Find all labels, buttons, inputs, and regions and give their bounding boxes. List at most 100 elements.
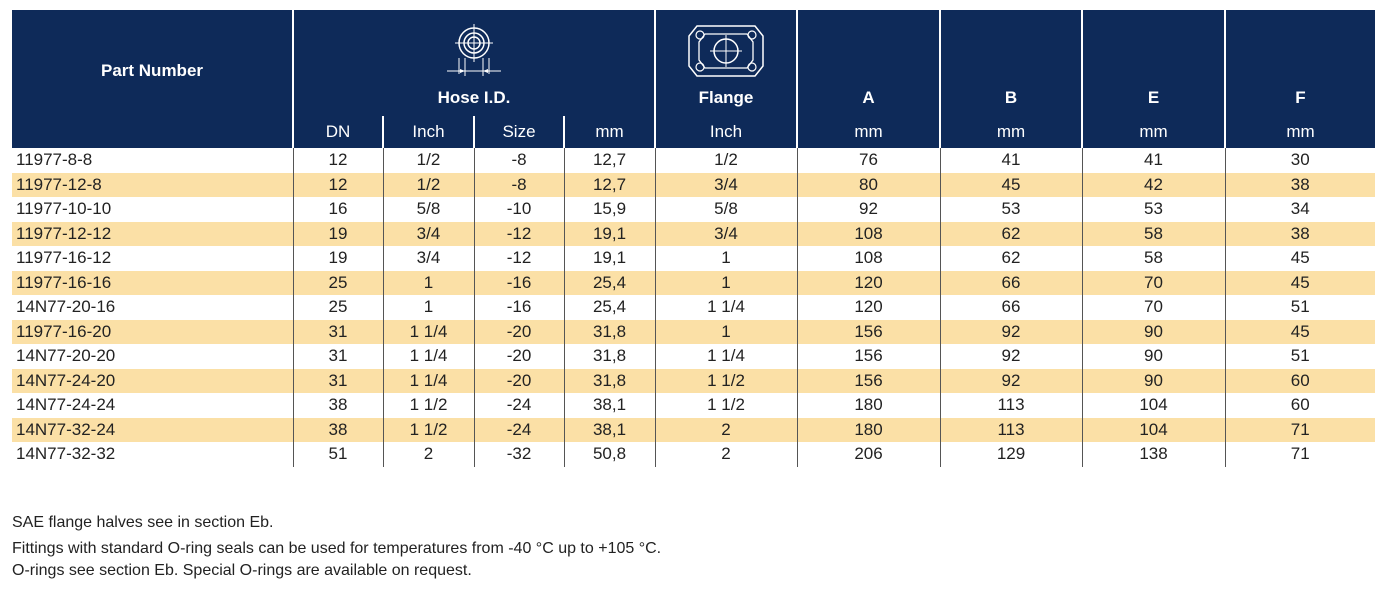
table-cell: 76 [796,148,940,173]
table-cell: 53 [939,197,1082,222]
table-header: Part Number Hose I.D. [12,10,1375,148]
table-cell: -12 [473,221,564,246]
table-cell: 1 1/4 [654,295,797,320]
table-cell: 45 [1224,319,1375,344]
table-cell: 25,4 [563,295,655,320]
table-cell: 34 [1224,197,1375,222]
unit-e-mm: mm [1081,116,1225,148]
table-cell: 1 [654,319,797,344]
table-cell: 25 [292,295,383,320]
table-cell: 3/4 [654,221,797,246]
table-cell: 92 [796,197,940,222]
table-cell: 90 [1081,344,1225,369]
table-cell: 3/4 [382,246,474,271]
table-cell: 2 [382,442,474,467]
table-cell: 38 [1224,172,1375,197]
table-cell: 129 [939,442,1082,467]
table-cell: 53 [1081,197,1225,222]
f-header-label: F [1295,88,1306,107]
table-row: 14N77-24-24 38 1 1/2 -24 38,1 1 1/2 180 113 104 6… [12,393,1375,418]
table-cell: -24 [473,417,564,442]
table-cell: 5/8 [382,197,474,222]
unit-size: Size [473,116,564,148]
note-flange-halves: SAE flange halves see in section Eb. [12,514,274,531]
a-header: A [796,10,940,116]
table-cell: -32 [473,442,564,467]
table-cell: 92 [939,344,1082,369]
table-cell: 12,7 [563,148,655,173]
table-cell: -8 [473,172,564,197]
table-cell: 66 [939,270,1082,295]
table-cell: 45 [1224,270,1375,295]
unit-flange-inch: Inch [654,116,797,148]
table-cell: 90 [1081,319,1225,344]
table-cell: 31 [292,344,383,369]
spec-table-container: Part Number Hose I.D. [12,10,1375,467]
part-number-cell: 14N77-24-24 [16,395,116,415]
table-cell: 2 [654,417,797,442]
table-cell: 19,1 [563,221,655,246]
table-cell: -16 [473,295,564,320]
hose-id-header: Hose I.D. [292,10,655,116]
table-cell: 2 [654,442,797,467]
b-header-label: B [1004,88,1018,107]
table-cell: 19,1 [563,246,655,271]
table-cell: 180 [796,393,940,418]
part-number-cell: 11977-16-16 [12,270,293,295]
table-cell: 16 [292,197,383,222]
table-cell: 180 [796,417,940,442]
table-cell: 70 [1081,295,1225,320]
table-cell: 92 [939,368,1082,393]
table-cell: 42 [1081,172,1225,197]
table-row: 14N77-20-16 25 1 -16 25,4 1 1/4 120 66 70 51 [12,295,1375,320]
e-header-label: E [1147,88,1160,107]
table-cell: 38,1 [563,417,655,442]
table-cell: 51 [292,442,383,467]
table-row: 11977-8-8 12 1/2 -8 12,7 1/2 76 41 41 30 [12,148,1375,173]
note-o-rings: O-rings see section Eb. Special O-rings … [12,562,472,579]
table-cell: 120 [796,270,940,295]
b-header: B [939,10,1082,116]
table-cell: 90 [1081,368,1225,393]
table-cell: 120 [796,295,940,320]
table-cell: 108 [796,221,940,246]
a-header-label: A [862,88,875,107]
table-cell: 1 1/4 [654,344,797,369]
table-cell: 1/2 [654,148,797,173]
flange-header-label: Flange [698,88,754,107]
table-cell: 25,4 [563,270,655,295]
part-number-header-label: Part Number [100,61,204,80]
table-cell: 38 [292,393,383,418]
part-number-cell: 14N77-32-24 [12,417,293,442]
table-cell: 38,1 [563,393,655,418]
table-cell: 31 [292,319,383,344]
table-row: 14N77-32-24 38 1 1/2 -24 38,1 2 180 113 104 71 [12,417,1375,442]
table-cell: -12 [473,246,564,271]
table-cell: 92 [939,319,1082,344]
flange-half-round-icon [447,24,501,76]
table-row: 14N77-20-20 31 1 1/4 -20 31,8 1 1/4 156 92 90 51 [12,344,1375,369]
part-number-cell: 11977-16-20 [12,319,293,344]
part-number-cell: 14N77-32-32 [16,444,116,464]
unit-a-mm: mm [796,116,940,148]
table-cell: 58 [1081,221,1225,246]
flange-header: Flange [654,10,797,116]
table-cell: 15,9 [563,197,655,222]
unit-dn: DN [292,116,383,148]
table-cell: -20 [473,319,564,344]
table-cell: 38 [1224,221,1375,246]
table-row: 14N77-32-32 51 2 -32 50,8 2 206 129 138 71 [12,442,1375,467]
table-cell: 1 [654,270,797,295]
part-number-cell: 11977-8-8 [16,150,93,170]
table-cell: 66 [939,295,1082,320]
table-cell: -16 [473,270,564,295]
table-cell: 138 [1081,442,1225,467]
table-row: 11977-10-10 16 5/8 -10 15,9 5/8 92 53 53 34 [12,197,1375,222]
part-number-header: Part Number [12,10,293,148]
table-cell: 156 [796,368,940,393]
table-cell: 156 [796,319,940,344]
table-cell: 25 [292,270,383,295]
table-cell: 12 [292,172,383,197]
table-row: 11977-16-20 31 1 1/4 -20 31,8 1 156 92 90 45 [12,319,1375,344]
table-cell: 5/8 [654,197,797,222]
